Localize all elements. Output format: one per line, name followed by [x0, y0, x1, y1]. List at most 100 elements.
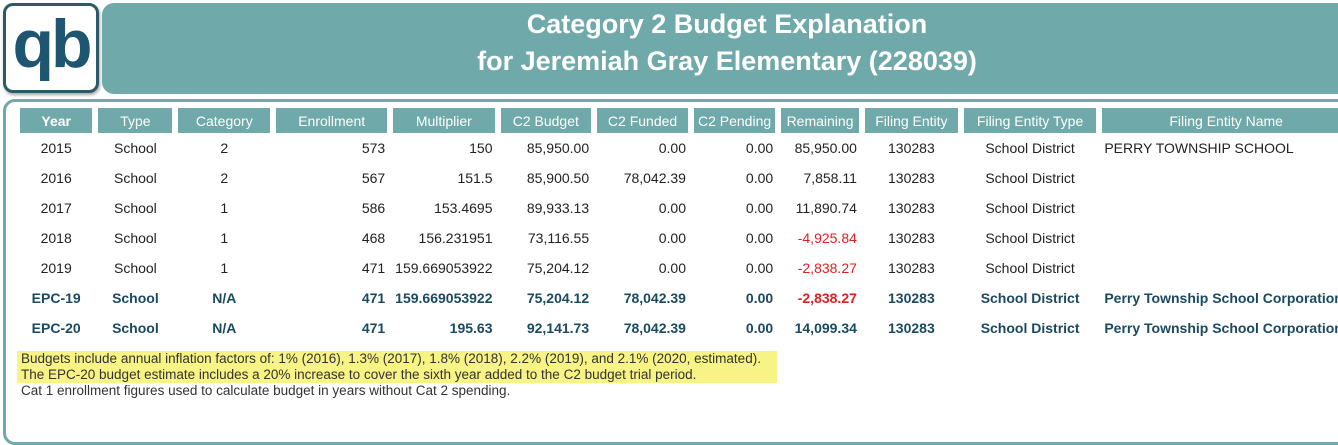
filing-entity-cell: 130283: [888, 170, 935, 186]
filing-entity-cell: 130283: [888, 290, 935, 306]
filing-entity-type-cell: School District: [985, 230, 1075, 246]
filing-entity-cell: 130283: [888, 230, 935, 246]
type-cell: School: [113, 200, 157, 216]
filing-entity-cell: 130283: [888, 140, 935, 156]
type-cell: School: [113, 170, 157, 186]
page-header: Category 2 Budget Explanation for Jeremi…: [102, 3, 1338, 94]
col-header-remaining[interactable]: Remaining: [781, 108, 859, 133]
year-cell: 2018: [40, 230, 72, 246]
type-cell: School: [113, 140, 157, 156]
c2-pending-cell: 0.00: [745, 200, 774, 216]
c2-funded-cell: 0.00: [658, 200, 686, 216]
c2-funded-cell: 78,042.39: [623, 320, 686, 336]
note-cat1: Cat 1 enrollment figures used to calcula…: [21, 383, 511, 398]
c2-pending-cell: 0.00: [745, 140, 774, 156]
col-header-type[interactable]: Type: [98, 108, 173, 133]
table-row[interactable]: EPC-20 School N/A 471 195.63 92,141.73 78,042.…: [20, 313, 1338, 343]
col-header-enrollment[interactable]: Enrollment: [276, 108, 388, 133]
col-header-filing-entity-name[interactable]: Filing Entity Name: [1102, 108, 1338, 133]
c2-budget-cell: 73,116.55: [527, 230, 590, 246]
filing-entity-type-cell: School District: [985, 260, 1075, 276]
filing-entity-name-cell: PERRY TOWNSHIP SCHOOL: [1104, 140, 1294, 156]
col-header-multiplier[interactable]: Multiplier: [393, 108, 495, 133]
table-row[interactable]: 2017 School 1 586 153.4695 89,933.13 0.00 0.00 1…: [20, 193, 1338, 223]
note-inflation: Budgets include annual inflation factors…: [21, 351, 761, 366]
budget-panel: Year Type Category Enrollment Multiplier…: [3, 99, 1338, 445]
col-header-filing-entity-type[interactable]: Filing Entity Type: [963, 108, 1097, 133]
enrollment-cell: 468: [361, 230, 386, 246]
c2-budget-cell: 89,933.13: [526, 200, 590, 216]
remaining-cell: 11,890.74: [795, 200, 857, 216]
page-subtitle: for Jeremiah Gray Elementary (228039): [477, 46, 977, 76]
remaining-cell: -4,925.84: [797, 230, 857, 246]
table-row[interactable]: 2016 School 2 567 151.5 85,900.50 78,042.39 0.0…: [20, 163, 1338, 193]
c2-budget-cell: 92,141.73: [526, 320, 590, 336]
filing-entity-cell: 130283: [888, 200, 935, 216]
table-row[interactable]: 2019 School 1 471 159.669053922 75,204.12 0.00…: [20, 253, 1338, 283]
c2-budget-cell: 75,204.12: [526, 260, 590, 276]
enrollment-cell: 567: [361, 170, 386, 186]
logo-text: qb: [12, 6, 92, 82]
remaining-cell: -2,838.27: [797, 290, 857, 306]
type-cell: School: [113, 230, 157, 246]
year-cell: EPC-20: [31, 320, 81, 336]
filing-entity-type-cell: School District: [980, 290, 1080, 306]
multiplier-cell: 159.669053922: [395, 260, 493, 276]
c2-funded-cell: 78,042.39: [623, 290, 686, 306]
type-cell: School: [112, 290, 159, 306]
year-cell: 2019: [40, 260, 72, 276]
remaining-cell: -2,838.27: [797, 260, 857, 276]
year-cell: 2017: [40, 200, 72, 216]
col-header-category[interactable]: Category: [178, 108, 271, 133]
c2-funded-cell: 0.00: [658, 140, 686, 156]
page-title: Category 2 Budget Explanation: [526, 9, 928, 39]
filing-entity-name-cell: Perry Township School Corporation: [1104, 320, 1338, 336]
multiplier-cell: 150: [469, 140, 493, 156]
c2-pending-cell: 0.00: [745, 260, 774, 276]
table-row[interactable]: EPC-19 School N/A 471 159.669053922 75,204.12…: [20, 283, 1338, 313]
remaining-cell: 7,858.11: [803, 170, 857, 186]
note-epc20: The EPC-20 budget estimate includes a 20…: [21, 367, 697, 382]
notes-highlight: Budgets include annual inflation factors…: [17, 351, 777, 383]
multiplier-cell: 153.4695: [434, 200, 493, 216]
col-header-c2-pending[interactable]: C2 Pending: [693, 108, 776, 133]
enrollment-cell: 471: [361, 290, 386, 306]
filing-entity-name-cell: [1102, 193, 1338, 223]
filing-entity-type-cell: School District: [980, 320, 1080, 336]
c2-budget-cell: 85,900.50: [526, 170, 590, 186]
multiplier-cell: 195.63: [449, 320, 493, 336]
category-cell: 1: [220, 260, 229, 276]
filing-entity-type-cell: School District: [985, 140, 1075, 156]
filing-entity-cell: 130283: [888, 320, 935, 336]
c2-pending-cell: 0.00: [745, 320, 774, 336]
c2-funded-cell: 0.00: [658, 230, 686, 246]
table-header-row: Year Type Category Enrollment Multiplier…: [20, 108, 1338, 133]
category-cell: 1: [220, 200, 229, 216]
c2-budget-cell: 75,204.12: [526, 290, 590, 306]
qb-logo[interactable]: qb: [3, 3, 99, 93]
c2-pending-cell: 0.00: [745, 230, 774, 246]
col-header-filing-entity[interactable]: Filing Entity: [864, 108, 958, 133]
filing-entity-name-cell: Perry Township School Corporation: [1104, 290, 1338, 306]
c2-budget-cell: 85,950.00: [526, 140, 590, 156]
col-header-c2-budget[interactable]: C2 Budget: [500, 108, 592, 133]
category-cell: 2: [220, 170, 229, 186]
col-header-c2-funded[interactable]: C2 Funded: [597, 108, 688, 133]
category-cell: 1: [220, 230, 229, 246]
remaining-cell: 14,099.34: [794, 320, 857, 336]
budget-table: Year Type Category Enrollment Multiplier…: [14, 108, 1338, 343]
category-cell: N/A: [212, 320, 237, 336]
multiplier-cell: 159.669053922: [395, 290, 493, 306]
multiplier-cell: 156.231951: [418, 230, 493, 246]
table-row[interactable]: 2018 School 1 468 156.231951 73,116.55 0.00 0.0…: [20, 223, 1338, 253]
multiplier-cell: 151.5: [457, 170, 493, 186]
type-cell: School: [113, 260, 157, 276]
category-cell: 2: [220, 140, 229, 156]
col-header-year[interactable]: Year: [20, 108, 93, 133]
c2-funded-cell: 78,042.39: [623, 170, 686, 186]
c2-pending-cell: 0.00: [745, 290, 774, 306]
table-row[interactable]: 2015 School 2 573 150 85,950.00 0.00 0.00 85,950…: [20, 133, 1338, 163]
year-cell: 2015: [40, 140, 72, 156]
filing-entity-name-cell: [1102, 223, 1338, 253]
enrollment-cell: 471: [361, 320, 386, 336]
